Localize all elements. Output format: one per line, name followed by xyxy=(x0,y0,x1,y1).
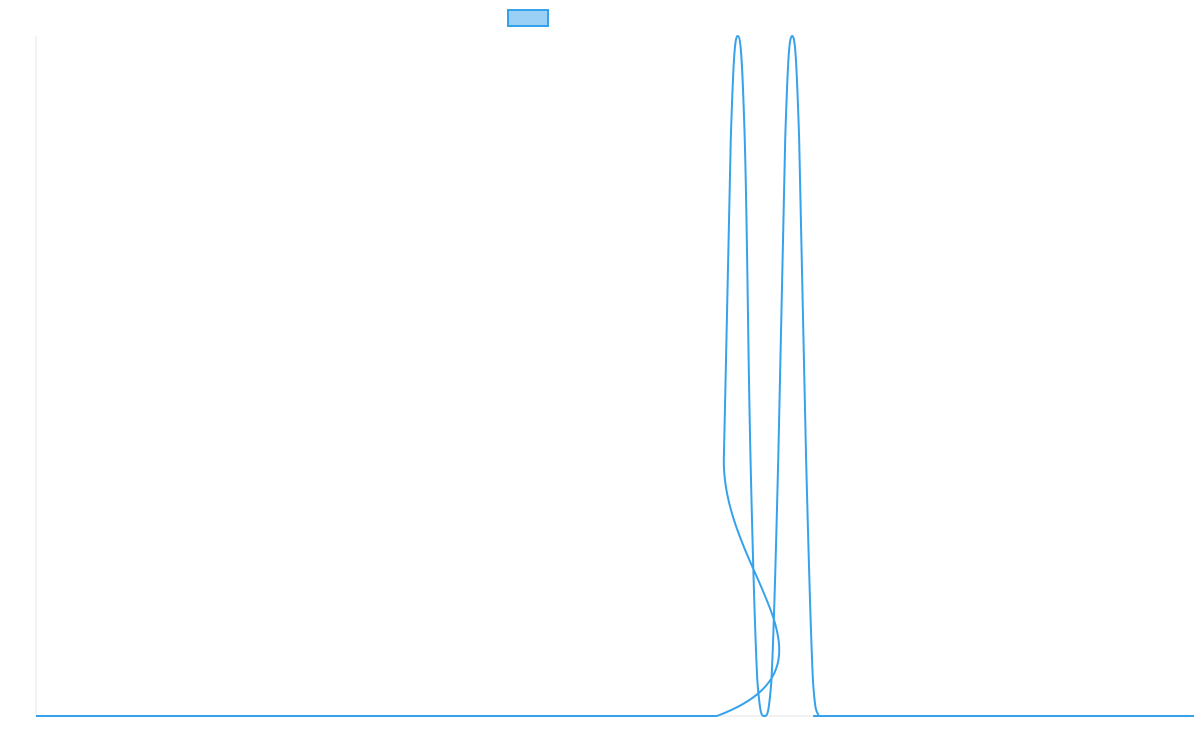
series-group xyxy=(36,34,1194,718)
series-line-0 xyxy=(36,34,1194,718)
legend[interactable] xyxy=(507,9,549,27)
legend-swatch[interactable] xyxy=(507,9,549,27)
